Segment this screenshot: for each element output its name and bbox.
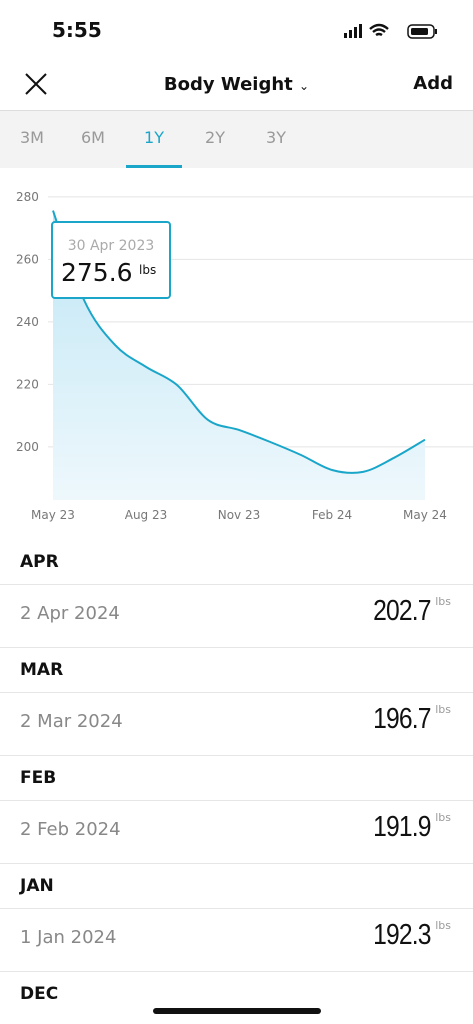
entry-value: 196.7 — [373, 703, 432, 735]
y-tick-label: 260 — [16, 252, 39, 266]
y-tick-label: 200 — [16, 440, 39, 454]
close-button[interactable] — [25, 73, 47, 95]
header: Body Weight ⌄ Add — [0, 58, 473, 111]
entry-value: 191.9 — [373, 811, 432, 843]
entry-value: 192.3 — [373, 919, 432, 951]
x-tick-label: Nov 23 — [218, 508, 261, 522]
chart: 200 220 240 260 280 May 23 Aug 23 Nov 23 Feb 24 M… — [16, 190, 473, 522]
range-tab[interactable]: 3Y — [266, 128, 286, 147]
tooltip-date: 30 Apr 2023 — [68, 238, 155, 254]
entry-unit: lbs — [435, 919, 451, 932]
home-indicator — [153, 1008, 321, 1014]
area — [53, 210, 425, 500]
x-tick-label: May 24 — [403, 508, 447, 522]
month-header: APR — [20, 552, 59, 572]
entry-list: APR 2 Apr 2024 202.7 lbs MAR 2 Mar 2024 196.7 l… — [0, 540, 473, 1016]
month-header: MAR — [20, 660, 64, 680]
entry-date: 2 Feb 2024 — [20, 819, 121, 840]
range-tab[interactable]: 2Y — [205, 128, 225, 147]
tooltip-box — [51, 221, 171, 299]
range-tab[interactable]: 3M — [20, 128, 44, 147]
line — [52, 210, 426, 474]
status-time: 5:55 — [52, 18, 102, 42]
entry-date: 1 Jan 2024 — [20, 927, 117, 948]
title-text: Body Weight — [163, 74, 293, 95]
entry-date: 2 Mar 2024 — [20, 711, 123, 732]
status-icons — [344, 23, 437, 39]
entry-value: 202.7 — [373, 595, 432, 627]
x-tick-label: Aug 23 — [125, 508, 168, 522]
range-tab[interactable]: 1Y — [126, 111, 182, 168]
month-header: FEB — [20, 768, 57, 788]
entry-unit: lbs — [435, 811, 451, 824]
x-tick-label: May 23 — [31, 508, 75, 522]
y-tick-label: 240 — [16, 315, 39, 329]
tooltip-value: 275.6 — [61, 258, 133, 287]
entry-row[interactable]: 2 Mar 2024 196.7 lbs — [0, 692, 473, 756]
month-header: JAN — [20, 876, 54, 896]
y-tick-label: 220 — [16, 377, 39, 391]
tooltip-unit: lbs — [139, 263, 156, 277]
month-header: DEC — [20, 984, 59, 1004]
entry-row[interactable]: 2 Feb 2024 191.9 lbs — [0, 800, 473, 864]
add-button[interactable]: Add — [413, 73, 453, 94]
entry-unit: lbs — [435, 703, 451, 716]
entry-date: 2 Apr 2024 — [20, 603, 120, 624]
header-title[interactable]: Body Weight ⌄ — [163, 74, 310, 95]
range-tabs: 3M 6M 1Y 2Y 3Y — [0, 111, 473, 168]
entry-row[interactable]: 2 Apr 2024 202.7 lbs — [0, 584, 473, 648]
entry-row[interactable]: 1 Jan 2024 192.3 lbs — [0, 908, 473, 972]
x-tick-label: Feb 24 — [312, 508, 352, 522]
range-tab[interactable]: 6M — [81, 128, 105, 147]
entry-unit: lbs — [435, 595, 451, 608]
y-tick-label: 280 — [16, 190, 39, 204]
